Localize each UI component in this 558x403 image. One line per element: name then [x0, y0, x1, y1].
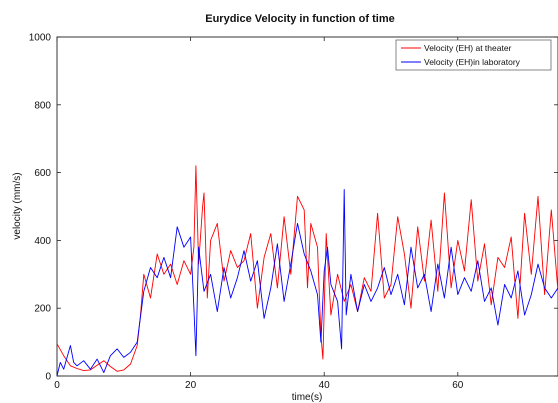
series-line-1 [56, 189, 558, 377]
y-axis-label: velocity (mm/s) [12, 172, 23, 239]
x-tick-label: 0 [54, 380, 60, 391]
x-tick-label: 20 [185, 380, 197, 391]
x-tick-label: 60 [452, 380, 464, 391]
y-tick-label: 0 [45, 372, 51, 383]
legend-label-theater: Velocity (EH) at theater [424, 43, 512, 53]
x-tick-label: 40 [319, 380, 331, 391]
series-line-0 [56, 165, 558, 372]
x-axis-label: time(s) [292, 392, 323, 403]
legend-label-laboratory: Velocity (EH)in laboratory [424, 57, 521, 67]
series-layer [56, 165, 558, 377]
y-tick-label: 400 [34, 236, 51, 247]
plot-frame [56, 36, 558, 377]
y-tick-label: 800 [34, 100, 51, 111]
chart-title: Eurydice Velocity in function of time [205, 13, 394, 25]
y-tick-label: 200 [34, 304, 51, 315]
y-tick-label: 1000 [29, 33, 52, 44]
legend-box [395, 39, 552, 71]
legend: Velocity (EH) at theater Velocity (EH)in… [395, 39, 552, 71]
y-tick-label: 600 [34, 168, 51, 179]
